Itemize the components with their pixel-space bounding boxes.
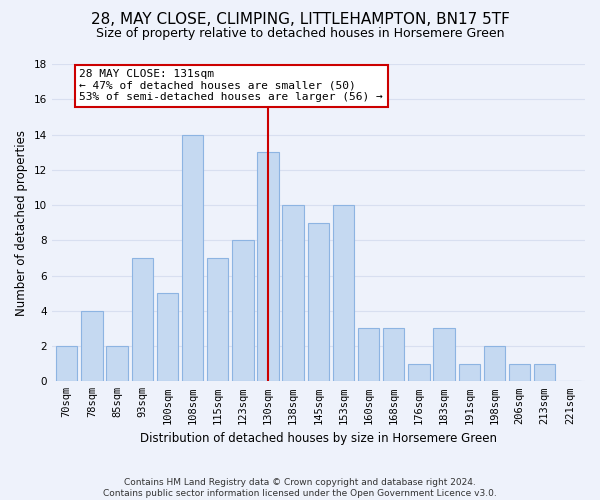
Bar xyxy=(433,328,455,382)
Bar xyxy=(106,346,128,382)
Bar xyxy=(56,346,77,382)
Bar xyxy=(534,364,556,382)
Bar xyxy=(458,364,480,382)
Bar xyxy=(131,258,153,382)
Bar xyxy=(182,134,203,382)
Text: 28, MAY CLOSE, CLIMPING, LITTLEHAMPTON, BN17 5TF: 28, MAY CLOSE, CLIMPING, LITTLEHAMPTON, … xyxy=(91,12,509,28)
Text: Contains HM Land Registry data © Crown copyright and database right 2024.
Contai: Contains HM Land Registry data © Crown c… xyxy=(103,478,497,498)
Bar xyxy=(333,205,354,382)
Text: Size of property relative to detached houses in Horsemere Green: Size of property relative to detached ho… xyxy=(96,28,504,40)
Bar xyxy=(408,364,430,382)
Bar xyxy=(207,258,229,382)
X-axis label: Distribution of detached houses by size in Horsemere Green: Distribution of detached houses by size … xyxy=(140,432,497,445)
Bar xyxy=(232,240,254,382)
Bar xyxy=(257,152,279,382)
Bar xyxy=(484,346,505,382)
Bar xyxy=(283,205,304,382)
Bar xyxy=(358,328,379,382)
Y-axis label: Number of detached properties: Number of detached properties xyxy=(15,130,28,316)
Bar xyxy=(509,364,530,382)
Bar xyxy=(308,222,329,382)
Text: 28 MAY CLOSE: 131sqm
← 47% of detached houses are smaller (50)
53% of semi-detac: 28 MAY CLOSE: 131sqm ← 47% of detached h… xyxy=(79,70,383,102)
Bar xyxy=(81,311,103,382)
Bar xyxy=(383,328,404,382)
Bar xyxy=(157,293,178,382)
